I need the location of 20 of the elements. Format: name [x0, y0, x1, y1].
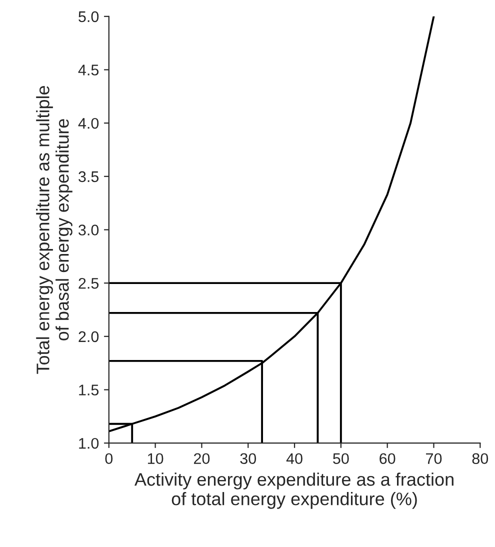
x-tick-label: 40 — [286, 453, 302, 464]
y-tick-label: 3.5 — [78, 171, 99, 182]
x-tick-label: 0 — [105, 453, 113, 464]
x-tick-label: 30 — [240, 453, 256, 464]
y-tick-label: 5.0 — [78, 11, 99, 22]
y-tick-label: 4.5 — [78, 64, 99, 76]
y-tick-label: 4.0 — [78, 118, 99, 129]
x-tick-label: 80 — [472, 453, 488, 464]
y-tick-label: 1.5 — [79, 384, 99, 396]
y-tick-label: 2.5 — [78, 278, 99, 289]
y-tick-label: 2.0 — [78, 331, 99, 342]
x-tick-label: 20 — [194, 453, 210, 464]
x-tick-label: 10 — [148, 453, 164, 464]
x-tick-label: 50 — [333, 453, 349, 464]
y-tick-label: 3.0 — [78, 224, 99, 236]
x-axis-title: Activity energy expenditure as a fraction of total energy expenditure (%) — [134, 472, 454, 509]
y-axis-title: Total energy expenditure as multiple of basal energy expenditure — [36, 86, 72, 374]
y-tick-label: 1.0 — [79, 438, 99, 449]
x-tick-label: 60 — [380, 453, 396, 464]
x-tick-label: 70 — [426, 453, 442, 464]
